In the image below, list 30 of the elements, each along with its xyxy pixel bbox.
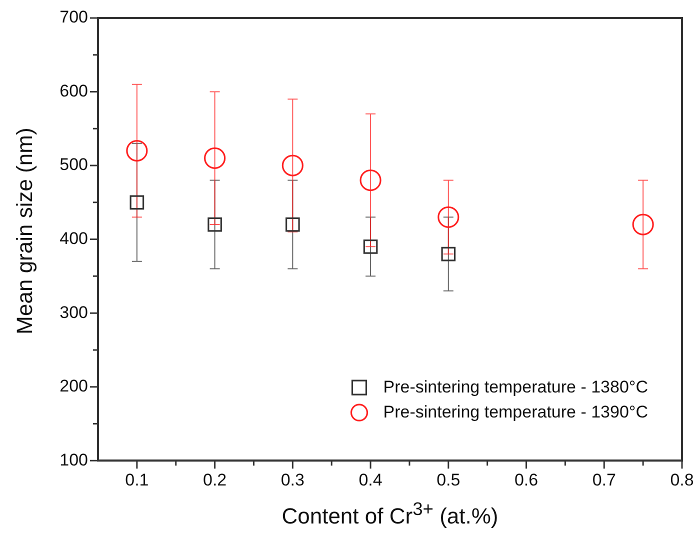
point [130, 195, 144, 210]
legend-label: Pre-sintering temperature - 1390°C [383, 402, 648, 422]
y-tick-label: 600 [60, 81, 88, 100]
point [126, 140, 148, 162]
point [286, 217, 300, 232]
point [441, 246, 456, 262]
y-tick-label: 300 [60, 302, 88, 322]
x-tick-label: 0.8 [670, 470, 694, 490]
point [204, 147, 226, 169]
y-axis-title: Mean grain size (nm) [12, 126, 38, 336]
y-tick-label: 500 [60, 155, 88, 174]
y-tick-label: 700 [60, 8, 88, 27]
point [438, 206, 460, 228]
y-tick-label: 400 [60, 228, 88, 248]
x-tick-label: 0.7 [592, 470, 616, 490]
x-tick-label: 0.4 [358, 470, 382, 490]
y-tick-label: 200 [60, 376, 88, 396]
x-tick-label: 0.5 [436, 470, 460, 490]
point [363, 240, 378, 254]
x-tick-label: 0.3 [280, 470, 304, 490]
x-axis-title: Content of Cr$^{3+}$ (at.%) [280, 498, 500, 530]
point [360, 169, 382, 192]
point [208, 217, 222, 232]
x-tick-label: 0.1 [125, 470, 149, 490]
x-tick-label: 0.2 [202, 470, 227, 490]
x-tick-label: 0.6 [514, 470, 538, 490]
point [632, 214, 654, 236]
point [282, 154, 304, 176]
y-tick-label: 100 [60, 450, 88, 470]
legend-label: Pre-sintering temperature - 1380°C [383, 377, 648, 396]
